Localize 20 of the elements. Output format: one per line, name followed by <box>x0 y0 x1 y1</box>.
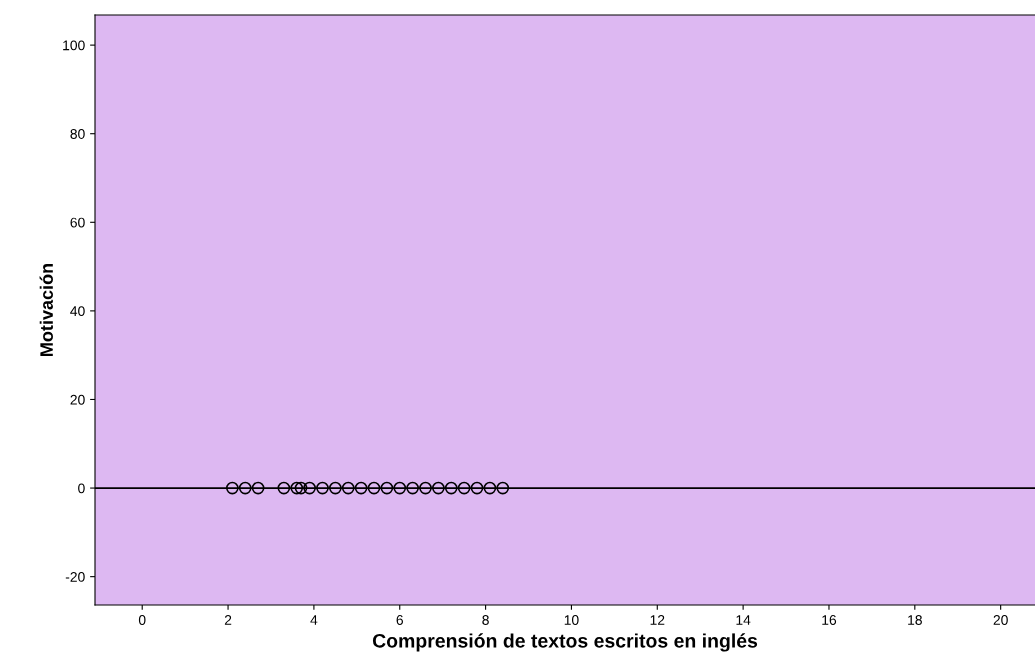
x-axis-title: Comprensión de textos escritos en inglés <box>372 633 758 652</box>
x-tick-label: 2 <box>224 615 232 625</box>
x-tick-label: 10 <box>564 615 579 625</box>
x-tick-label: 14 <box>736 615 751 625</box>
y-tick-label: 80 <box>70 129 85 139</box>
y-axis-title: Motivación <box>39 263 53 356</box>
y-tick-label: -20 <box>65 571 85 582</box>
y-tick-label: 60 <box>70 217 85 228</box>
y-tick-label: 0 <box>78 483 85 494</box>
x-tick-label: 0 <box>138 615 146 625</box>
x-tick-label: 8 <box>482 615 489 625</box>
x-tick-label: 12 <box>650 615 665 625</box>
x-tick-label: 18 <box>908 615 922 625</box>
y-tick-label: 40 <box>70 306 85 317</box>
x-tick-label: 16 <box>822 615 837 625</box>
x-tick-label: 6 <box>396 615 403 625</box>
y-tick-label: 100 <box>63 40 85 51</box>
y-tick-label: 20 <box>70 394 85 405</box>
x-tick-label: 20 <box>993 615 1008 625</box>
x-tick-label: 4 <box>310 615 318 625</box>
